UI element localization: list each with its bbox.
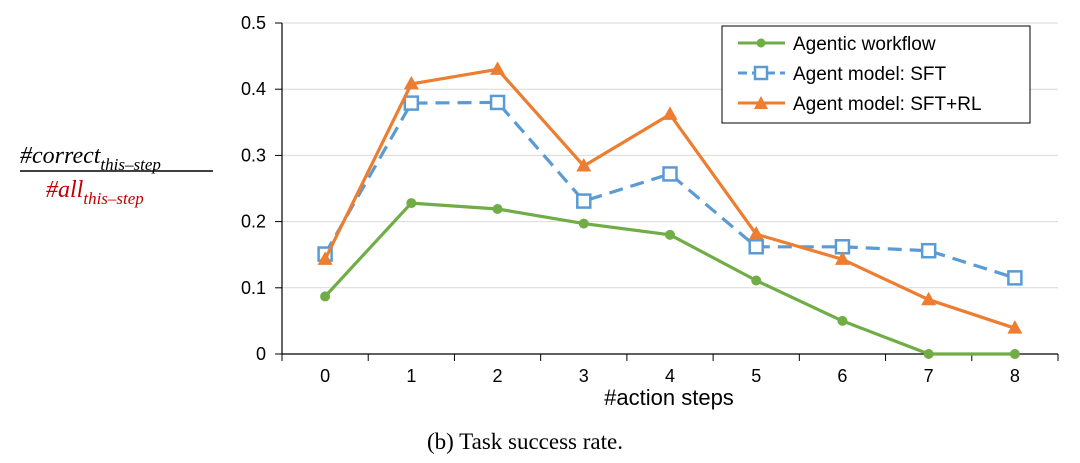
point-sftrl bbox=[748, 226, 764, 240]
legend-item-sftrl: Agent model: SFT+RL bbox=[738, 94, 982, 115]
point-workflow bbox=[320, 291, 331, 302]
point-sftrl bbox=[921, 291, 937, 306]
point-sft bbox=[403, 95, 420, 111]
series-sft bbox=[317, 94, 1023, 286]
point-sft bbox=[748, 239, 764, 255]
point-sftrl bbox=[662, 106, 678, 120]
series-line-sft bbox=[323, 100, 1016, 280]
point-workflow bbox=[665, 229, 675, 240]
point-workflow bbox=[837, 315, 848, 326]
y-tick-label: 0 bbox=[256, 344, 266, 364]
legend-item-workflow: Agentic workflow bbox=[738, 34, 936, 55]
point-workflow bbox=[923, 349, 934, 359]
point-workflow bbox=[492, 204, 503, 215]
legend: Agentic workflow Agent model: SFT Agent … bbox=[721, 25, 1031, 124]
legend-label-workflow: Agentic workflow bbox=[793, 34, 936, 55]
figure-caption: (b) Task success rate. bbox=[427, 429, 623, 454]
series-line-workflow bbox=[323, 201, 1015, 356]
point-sft bbox=[576, 193, 592, 209]
point-sft bbox=[834, 239, 851, 255]
x-tick-label: 2 bbox=[493, 366, 503, 386]
y-tick-label: 0.3 bbox=[241, 145, 266, 165]
y-tick-label: 0.4 bbox=[241, 79, 266, 99]
point-sftrl bbox=[317, 251, 333, 265]
y-axis-label: #correctthis–step #allthis–step bbox=[20, 143, 213, 208]
point-sft bbox=[920, 242, 937, 259]
point-workflow bbox=[1009, 349, 1020, 359]
point-sftrl bbox=[490, 61, 506, 75]
y-label-numerator: #correctthis–step bbox=[20, 143, 161, 174]
series-workflow bbox=[320, 198, 1020, 359]
legend-marker-workflow bbox=[756, 38, 766, 48]
point-sftrl bbox=[834, 251, 850, 265]
x-tick-label: 7 bbox=[924, 366, 934, 386]
x-tick-label: 0 bbox=[320, 366, 330, 386]
legend-label-sft: Agent model: SFT bbox=[793, 64, 947, 85]
point-sft bbox=[1007, 270, 1023, 286]
y-tick-label: 0.5 bbox=[241, 13, 266, 33]
x-tick-label: 3 bbox=[579, 366, 589, 386]
point-sft bbox=[489, 94, 506, 111]
x-tick-label: 8 bbox=[1010, 366, 1020, 386]
point-sft bbox=[662, 166, 678, 182]
x-axis-title: #action steps bbox=[604, 385, 734, 410]
y-tick-label: 0.1 bbox=[241, 278, 266, 298]
legend-marker-sft bbox=[753, 65, 769, 81]
x-tick-label: 1 bbox=[406, 366, 416, 386]
point-workflow bbox=[751, 275, 762, 286]
series-sftrl bbox=[317, 61, 1023, 334]
x-tick-label: 6 bbox=[837, 366, 847, 386]
point-workflow bbox=[406, 198, 417, 209]
point-sftrl bbox=[576, 157, 592, 172]
point-sftrl bbox=[1007, 320, 1023, 334]
point-workflow bbox=[578, 218, 589, 229]
legend-marker-sftrl bbox=[754, 96, 768, 109]
point-sftrl bbox=[403, 75, 419, 90]
y-tick-label: 0.2 bbox=[241, 212, 266, 232]
y-label-denominator: #allthis–step bbox=[46, 177, 144, 208]
x-tick-label: 5 bbox=[751, 366, 761, 386]
legend-item-sft: Agent model: SFT bbox=[738, 64, 947, 85]
plot-series bbox=[317, 61, 1023, 359]
legend-label-sftrl: Agent model: SFT+RL bbox=[793, 94, 982, 115]
x-tick-label: 4 bbox=[665, 366, 675, 386]
